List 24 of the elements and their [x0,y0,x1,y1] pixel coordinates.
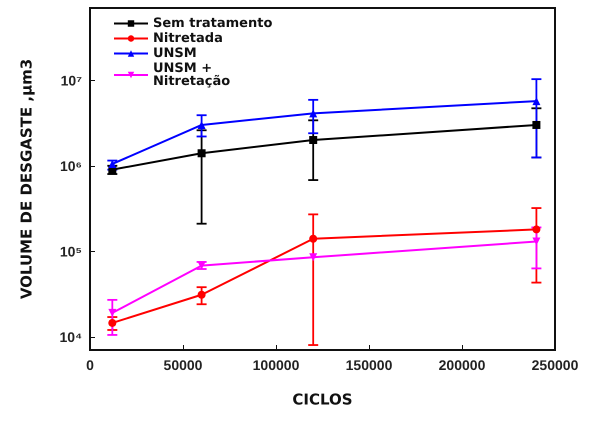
x-axis-title: CICLOS [292,390,353,408]
x-tick-label: 250000 [532,357,579,373]
x-tick-label: 200000 [438,357,486,373]
point [198,149,206,158]
point [108,318,116,327]
legend-label: Nitretada [153,31,223,46]
point [198,290,206,299]
x-tick-label: 0 [86,357,94,373]
point [309,253,318,262]
x-tick-label: 100000 [252,357,300,373]
y-tick-label: 10⁷ [60,72,82,88]
y-axis-title: VOLUME DE DESGASTE ,µm3 [18,58,36,300]
point [532,120,540,129]
legend-label: UNSM + Nitretação [153,61,230,89]
x-tick-label: 150000 [346,357,393,373]
point [532,225,540,234]
legend-label: UNSM [153,46,197,61]
x-tick-label: 50000 [164,357,203,373]
y-tick-label: 10⁴ [60,328,82,345]
y-tick-label: 10⁵ [60,243,82,260]
point [309,234,318,243]
point [309,136,318,144]
legend-label: Sem tratamento [153,16,272,31]
y-tick-label: 10⁶ [60,158,82,174]
